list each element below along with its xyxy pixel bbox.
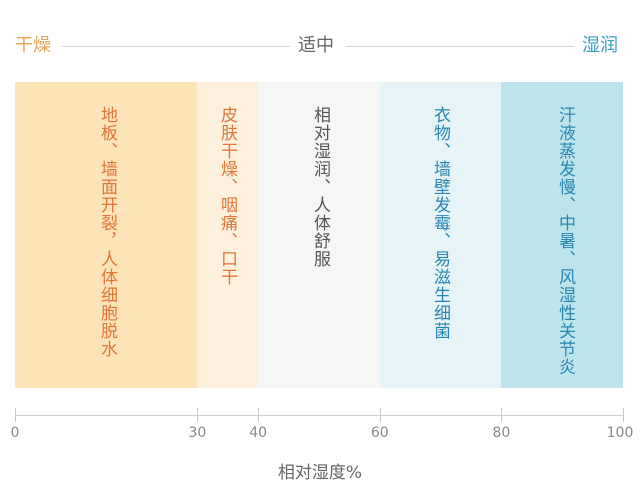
- band-description: 皮肤干燥、咽痛、口干: [217, 106, 237, 286]
- tick-label: 40: [249, 425, 268, 441]
- tick-label: 60: [370, 425, 389, 441]
- divider-line: [346, 46, 574, 47]
- label-moderate: 适中: [298, 35, 334, 56]
- divider-line: [62, 46, 290, 47]
- axis-tick: [501, 408, 503, 422]
- tick-label: 80: [492, 425, 511, 441]
- tick-label: 0: [10, 425, 20, 441]
- axis-tick: [15, 408, 16, 422]
- humidity-band: [258, 82, 380, 388]
- humidity-band: [15, 82, 198, 388]
- axis-title: 相对湿度%: [277, 463, 363, 483]
- axis-tick: [197, 408, 199, 422]
- axis-tick: [623, 408, 624, 422]
- label-dry: 干燥: [15, 35, 51, 56]
- axis-tick: [379, 408, 381, 422]
- humidity-axis: [15, 415, 623, 416]
- band-description: 相对湿润、人体舒服: [310, 106, 330, 268]
- label-humid: 湿润: [582, 35, 618, 56]
- humidity-band: [379, 82, 502, 388]
- band-description: 地板、墙面开裂，人体细胞脱水: [97, 106, 117, 358]
- band-description: 汗液蒸发慢、中暑、风湿性关节炎: [555, 106, 575, 376]
- tick-label: 30: [188, 425, 207, 441]
- humidity-band: [197, 82, 259, 388]
- axis-tick: [258, 408, 260, 422]
- tick-label: 100: [606, 425, 634, 441]
- humidity-band: [501, 82, 623, 388]
- band-description: 衣物、墙壁发霉、易滋生细菌: [430, 106, 450, 340]
